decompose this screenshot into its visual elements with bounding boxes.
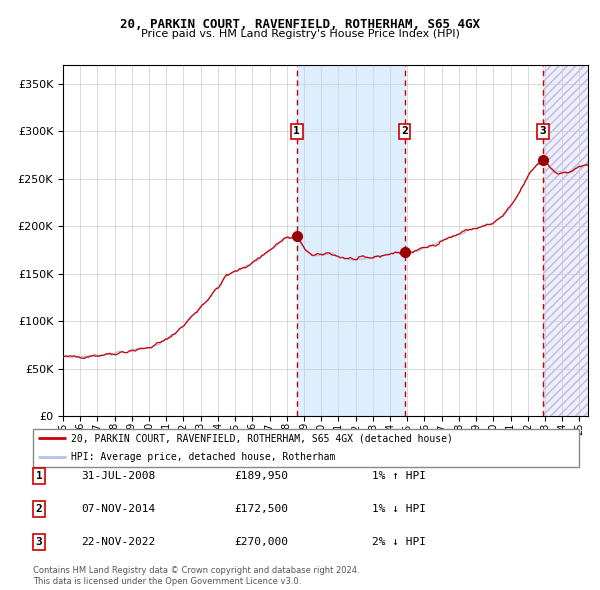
Bar [297, 65, 404, 416]
Text: £270,000: £270,000 [234, 537, 288, 547]
Text: 22-NOV-2022: 22-NOV-2022 [81, 537, 155, 547]
Text: £189,950: £189,950 [234, 471, 288, 481]
Bar [543, 65, 588, 416]
Text: 20, PARKIN COURT, RAVENFIELD, ROTHERHAM, S65 4GX (detached house): 20, PARKIN COURT, RAVENFIELD, ROTHERHAM,… [71, 434, 453, 444]
FancyBboxPatch shape [33, 429, 579, 467]
Text: 2% ↓ HPI: 2% ↓ HPI [372, 537, 426, 547]
Text: 3: 3 [35, 537, 43, 547]
Text: 07-NOV-2014: 07-NOV-2014 [81, 504, 155, 514]
Text: £172,500: £172,500 [234, 504, 288, 514]
Text: 2: 2 [401, 126, 408, 136]
Text: 20, PARKIN COURT, RAVENFIELD, ROTHERHAM, S65 4GX: 20, PARKIN COURT, RAVENFIELD, ROTHERHAM,… [120, 18, 480, 31]
Text: 2: 2 [35, 504, 43, 514]
Text: 31-JUL-2008: 31-JUL-2008 [81, 471, 155, 481]
Text: 1: 1 [293, 126, 300, 136]
Text: HPI: Average price, detached house, Rotherham: HPI: Average price, detached house, Roth… [71, 452, 336, 462]
Text: 1% ↑ HPI: 1% ↑ HPI [372, 471, 426, 481]
Text: Contains HM Land Registry data © Crown copyright and database right 2024.
This d: Contains HM Land Registry data © Crown c… [33, 566, 359, 586]
Text: 3: 3 [540, 126, 547, 136]
Text: 1% ↓ HPI: 1% ↓ HPI [372, 504, 426, 514]
Text: 1: 1 [35, 471, 43, 481]
Text: Price paid vs. HM Land Registry's House Price Index (HPI): Price paid vs. HM Land Registry's House … [140, 29, 460, 39]
